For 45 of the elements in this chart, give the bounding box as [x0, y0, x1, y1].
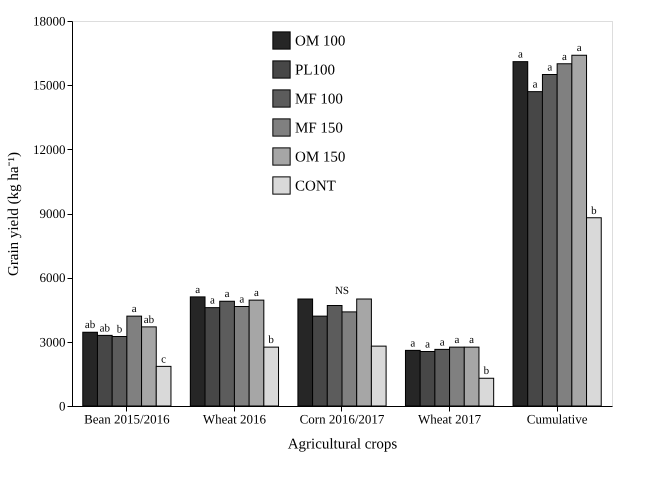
- x-tick-label: Corn 2016/2017: [300, 412, 385, 426]
- data-label: a: [518, 48, 523, 61]
- data-label: a: [562, 50, 568, 63]
- data-label: a: [239, 294, 244, 306]
- data-label: a: [454, 334, 460, 346]
- x-tick-label: Cumulative: [526, 412, 588, 426]
- x-tick-label: Bean 2015/2016: [84, 412, 170, 426]
- data-label: ab: [100, 322, 110, 334]
- data-label: a: [547, 61, 552, 74]
- legend-label: OM 100: [295, 34, 346, 50]
- y-tick-label: 6000: [40, 270, 66, 286]
- data-label: b: [268, 334, 274, 346]
- legend-label: MF 100: [295, 92, 343, 108]
- data-label: a: [195, 284, 200, 296]
- legend-label: OM 150: [295, 150, 346, 166]
- data-label: b: [484, 365, 490, 378]
- y-tick-label: 3000: [40, 334, 66, 350]
- data-label: a: [224, 288, 230, 300]
- data-label: a: [532, 78, 538, 91]
- data-label: b: [116, 323, 123, 336]
- data-label: a: [132, 303, 137, 316]
- data-label: ab: [144, 314, 155, 326]
- data-label: a: [210, 294, 215, 307]
- data-label: c: [161, 353, 166, 366]
- x-axis-title: Agricultural crops: [288, 436, 398, 452]
- x-tick-label: Wheat 2017: [418, 412, 482, 426]
- legend-label: CONT: [295, 178, 336, 194]
- y-tick-label: 18000: [33, 14, 66, 28]
- data-label: a: [469, 334, 474, 346]
- legend-label: PL100: [295, 62, 336, 78]
- data-label: a: [576, 42, 582, 54]
- y-tick-label: 15000: [33, 78, 66, 93]
- legend-label: MF 150: [295, 120, 343, 136]
- data-label: a: [410, 337, 416, 350]
- data-label: a: [254, 287, 260, 300]
- annotation: NS: [334, 285, 350, 297]
- data-label: ab: [84, 319, 96, 332]
- data-label: b: [591, 204, 598, 217]
- y-axis-title: Grain yield (kg ha⁻¹): [6, 152, 22, 276]
- data-label: a: [425, 338, 430, 350]
- y-tick-label: 12000: [33, 142, 66, 157]
- y-tick-label: 0: [59, 398, 66, 414]
- x-tick-label: Wheat 2016: [202, 412, 267, 426]
- y-tick-label: 9000: [40, 206, 66, 221]
- data-label: a: [440, 336, 445, 348]
